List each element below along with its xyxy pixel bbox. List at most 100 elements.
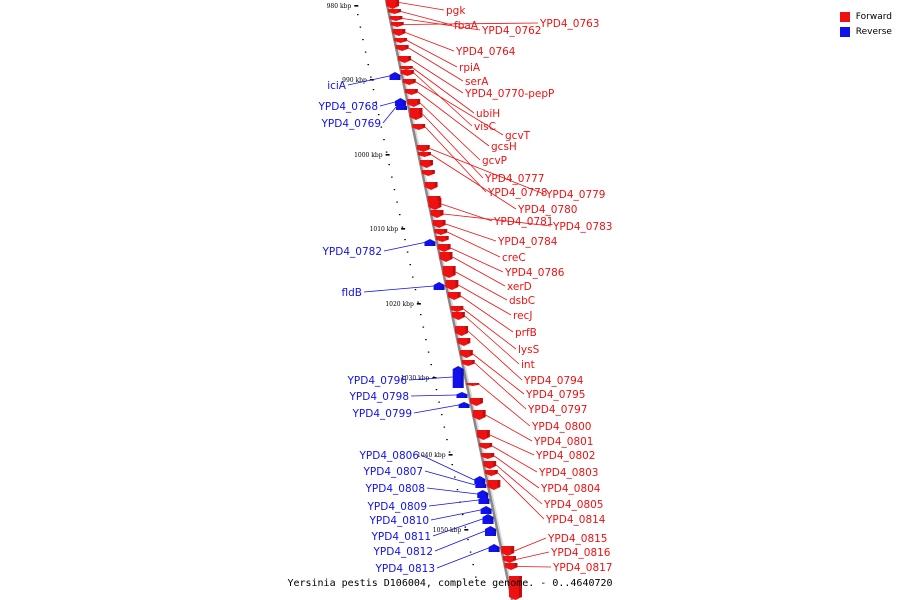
forward-gene[interactable] bbox=[402, 79, 416, 85]
forward-gene-label[interactable]: YPD4_0781 bbox=[493, 216, 553, 228]
forward-gene[interactable] bbox=[419, 160, 433, 168]
reverse-gene[interactable] bbox=[456, 392, 468, 398]
forward-gene[interactable] bbox=[390, 22, 404, 27]
forward-gene[interactable] bbox=[394, 38, 408, 43]
reverse-gene-label[interactable]: YPD4_0811 bbox=[371, 531, 431, 543]
forward-gene-label[interactable]: creC bbox=[502, 252, 526, 264]
forward-gene[interactable] bbox=[387, 9, 401, 14]
reverse-gene-label[interactable]: YPD4_0799 bbox=[352, 408, 412, 420]
reverse-gene[interactable] bbox=[394, 98, 406, 106]
forward-gene-label[interactable]: YPD4_0815 bbox=[547, 533, 607, 545]
forward-gene-label[interactable]: YPD4_0814 bbox=[545, 514, 606, 526]
reverse-gene[interactable] bbox=[389, 72, 401, 80]
forward-gene[interactable] bbox=[432, 220, 446, 228]
forward-gene[interactable] bbox=[455, 326, 469, 336]
forward-gene[interactable] bbox=[386, 0, 400, 9]
forward-gene[interactable] bbox=[445, 280, 459, 290]
forward-gene[interactable] bbox=[424, 182, 438, 190]
forward-gene[interactable] bbox=[404, 89, 418, 95]
forward-gene[interactable] bbox=[466, 383, 480, 386]
forward-gene-label[interactable]: YPD4_0763 bbox=[539, 18, 599, 30]
forward-gene-label[interactable]: YPD4_0801 bbox=[533, 436, 593, 448]
forward-gene[interactable] bbox=[430, 210, 444, 218]
reverse-gene-label[interactable]: YPD4_0782 bbox=[322, 246, 382, 258]
forward-gene[interactable] bbox=[502, 556, 516, 563]
forward-gene-label[interactable]: int bbox=[521, 359, 535, 371]
forward-gene-label[interactable]: YPD4_0805 bbox=[543, 499, 603, 511]
reverse-gene[interactable] bbox=[475, 482, 487, 488]
forward-gene-label[interactable]: rpiA bbox=[459, 62, 481, 74]
forward-gene-label[interactable]: YPD4_0800 bbox=[531, 421, 591, 433]
forward-gene[interactable] bbox=[409, 108, 423, 120]
forward-gene[interactable] bbox=[472, 410, 486, 420]
reverse-gene[interactable] bbox=[482, 514, 494, 524]
forward-gene[interactable] bbox=[481, 453, 495, 459]
forward-gene[interactable] bbox=[416, 145, 430, 152]
reverse-gene[interactable] bbox=[424, 239, 436, 246]
reverse-gene[interactable] bbox=[474, 476, 486, 484]
forward-gene-label[interactable]: YPD4_0803 bbox=[538, 467, 598, 479]
forward-gene-label[interactable]: YPD4_0762 bbox=[481, 25, 541, 37]
forward-gene[interactable] bbox=[461, 360, 475, 366]
forward-gene[interactable] bbox=[483, 461, 497, 469]
forward-gene[interactable] bbox=[457, 338, 471, 346]
reverse-gene-label[interactable]: YPD4_0798 bbox=[349, 391, 409, 403]
forward-gene[interactable] bbox=[476, 430, 490, 440]
reverse-gene-label[interactable]: YPD4_0808 bbox=[365, 483, 425, 495]
reverse-gene[interactable] bbox=[478, 496, 490, 504]
forward-gene[interactable] bbox=[479, 443, 493, 449]
forward-gene-label[interactable]: YPD4_0783 bbox=[552, 221, 612, 233]
forward-gene[interactable] bbox=[434, 229, 448, 235]
forward-gene-label[interactable]: YPD4_0778 bbox=[487, 187, 547, 199]
forward-gene-label[interactable]: YPD4_0770-pepP bbox=[464, 88, 554, 100]
forward-gene-label[interactable]: YPD4_0794 bbox=[523, 375, 584, 387]
reverse-gene-label[interactable]: iciA bbox=[327, 80, 347, 92]
forward-gene-label[interactable]: YPD4_0804 bbox=[540, 483, 601, 495]
reverse-gene[interactable] bbox=[433, 282, 445, 290]
reverse-gene-label[interactable]: YPD4_0806 bbox=[359, 450, 420, 462]
forward-gene-label[interactable]: lysS bbox=[518, 344, 540, 356]
legend-item-forward[interactable]: Forward bbox=[839, 9, 892, 24]
reverse-gene-label[interactable]: YPD4_0796 bbox=[347, 375, 408, 387]
forward-gene[interactable] bbox=[437, 244, 451, 252]
forward-gene-label[interactable]: YPD4_0802 bbox=[535, 450, 595, 462]
forward-gene-label[interactable]: YPD4_0780 bbox=[517, 204, 577, 216]
reverse-gene-label[interactable]: fldB bbox=[342, 287, 362, 299]
reverse-gene[interactable] bbox=[488, 544, 500, 552]
forward-gene[interactable] bbox=[395, 45, 409, 51]
forward-gene-label[interactable]: gcvP bbox=[482, 155, 507, 167]
forward-gene-label[interactable]: YPD4_0797 bbox=[527, 404, 587, 416]
forward-gene[interactable] bbox=[435, 236, 449, 242]
forward-gene-label[interactable]: serA bbox=[465, 76, 489, 88]
forward-gene[interactable] bbox=[469, 398, 483, 406]
forward-gene[interactable] bbox=[447, 292, 461, 300]
forward-gene-label[interactable]: YPD4_0786 bbox=[504, 267, 565, 279]
forward-gene[interactable] bbox=[417, 152, 431, 157]
reverse-gene[interactable] bbox=[458, 402, 470, 408]
forward-gene[interactable] bbox=[400, 70, 414, 76]
reverse-gene-label[interactable]: YPD4_0807 bbox=[363, 466, 423, 478]
forward-gene[interactable] bbox=[427, 196, 441, 204]
forward-gene[interactable] bbox=[389, 16, 403, 21]
forward-gene-label[interactable]: fbaA bbox=[454, 20, 479, 32]
forward-gene[interactable] bbox=[412, 124, 426, 130]
forward-gene[interactable] bbox=[508, 576, 522, 600]
forward-gene-label[interactable]: ubiH bbox=[476, 108, 500, 120]
forward-gene-label[interactable]: YPD4_0816 bbox=[550, 547, 611, 559]
forward-gene[interactable] bbox=[504, 563, 518, 570]
reverse-gene[interactable] bbox=[480, 506, 492, 514]
forward-gene[interactable] bbox=[392, 29, 406, 36]
forward-gene-label[interactable]: YPD4_0777 bbox=[484, 173, 544, 185]
reverse-gene[interactable] bbox=[477, 490, 489, 498]
forward-gene-label[interactable]: gcsH bbox=[491, 141, 517, 153]
forward-gene[interactable] bbox=[407, 99, 421, 107]
legend-item-reverse[interactable]: Reverse bbox=[839, 24, 892, 39]
forward-gene-label[interactable]: xerD bbox=[507, 281, 532, 293]
forward-gene-label[interactable]: YPD4_0784 bbox=[497, 236, 558, 248]
reverse-gene-label[interactable]: YPD4_0768 bbox=[318, 101, 378, 113]
forward-gene[interactable] bbox=[451, 312, 465, 320]
reverse-gene[interactable] bbox=[485, 526, 497, 536]
forward-gene[interactable] bbox=[484, 470, 498, 476]
forward-gene-label[interactable]: dsbC bbox=[509, 295, 535, 307]
forward-gene[interactable] bbox=[501, 546, 515, 556]
